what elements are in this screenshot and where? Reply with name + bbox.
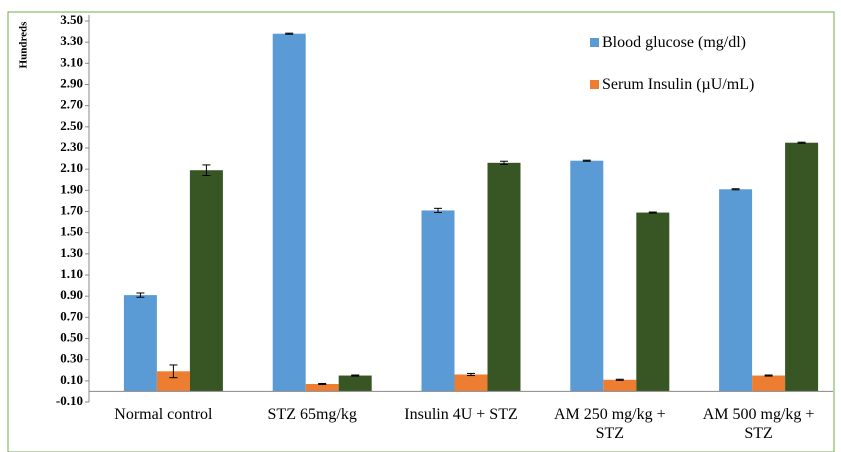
x-tick-label: STZ 65mg/kg	[267, 406, 357, 423]
legend-swatch	[590, 38, 599, 47]
bar	[752, 375, 786, 392]
bar	[487, 162, 521, 392]
x-tick-label: AM 500 mg/kg + STZ	[702, 406, 815, 442]
y-tick-label: 2.70	[60, 97, 83, 112]
y-tick-label: 1.10	[60, 266, 83, 281]
y-axis-label: Hundreds	[18, 21, 30, 69]
legend-label: Serum Insulin (µU/mL)	[602, 76, 755, 93]
y-tick-label: 1.50	[60, 224, 83, 239]
y-tick-label: 2.30	[60, 139, 83, 154]
bar	[123, 295, 157, 392]
y-tick-label: 1.30	[60, 245, 83, 260]
legend-label: Blood glucose (mg/dl)	[602, 34, 746, 51]
y-tick-label: 2.90	[60, 75, 83, 90]
chart-frame	[7, 11, 835, 452]
x-tick-label: Insulin 4U + STZ	[404, 406, 518, 423]
bar	[421, 210, 455, 392]
y-tick-label: 3.50	[60, 12, 83, 27]
bar	[785, 142, 819, 392]
x-tick-label: Normal control	[114, 406, 213, 423]
legend-item: Blood glucose (mg/dl)	[590, 32, 805, 54]
legend-swatch	[590, 80, 599, 89]
y-tick-label: 0.10	[60, 372, 83, 387]
y-tick-label: 2.10	[60, 160, 83, 175]
bar	[454, 374, 488, 392]
x-tick-label: AM 250 mg/kg + STZ	[553, 406, 666, 442]
bar	[636, 212, 670, 392]
bar	[156, 371, 190, 392]
y-tick-label: 0.70	[60, 308, 83, 323]
y-tick-label: 1.90	[60, 181, 83, 196]
bar	[719, 189, 753, 392]
bar	[603, 379, 637, 392]
y-tick-label: 2.50	[60, 118, 83, 133]
y-tick-label: 0.90	[60, 287, 83, 302]
bar	[189, 170, 223, 392]
y-tick-label: 0.50	[60, 329, 83, 344]
bar	[338, 375, 372, 392]
y-tick-label: -0.10	[56, 393, 83, 408]
y-tick-label: 3.30	[60, 33, 83, 48]
y-tick-label: 3.10	[60, 54, 83, 69]
legend-item: Serum Insulin (µU/mL)	[590, 74, 805, 96]
bar	[305, 384, 339, 392]
y-tick-label: 0.30	[60, 351, 83, 366]
bar	[570, 160, 604, 392]
bar	[272, 33, 306, 392]
y-tick-label: 1.70	[60, 202, 83, 217]
